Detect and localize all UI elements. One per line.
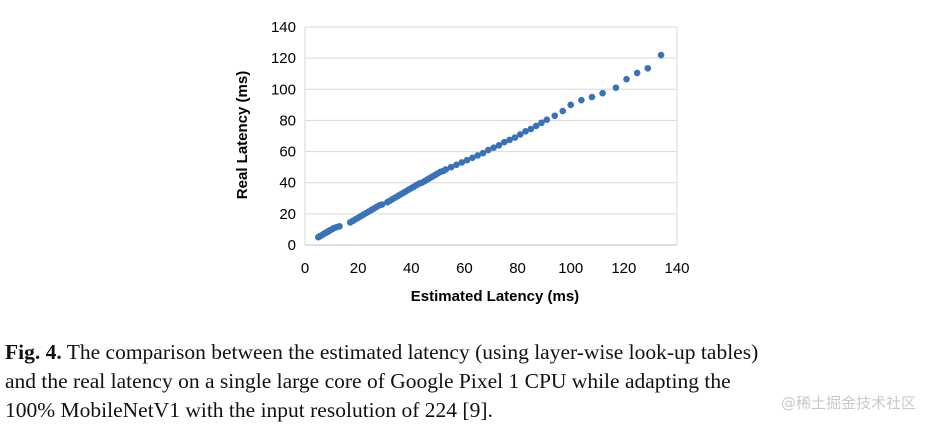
x-tick-label-1: 20 (350, 260, 367, 277)
x-tick-label-0: 0 (301, 260, 309, 277)
y-tick-label-1: 20 (279, 206, 296, 223)
data-point-53 (458, 159, 466, 166)
tick-labels: 0 20 40 60 80 100 120 140 0 20 40 60 80 100 120 140 (271, 19, 690, 277)
data-point-14 (336, 223, 343, 230)
data-point-27 (378, 201, 386, 208)
data-point-66 (527, 125, 535, 133)
data-points (314, 51, 665, 241)
caption-text-1: The comparison between the estimated lat… (61, 340, 759, 364)
figure-caption: Fig. 4. The comparison between the estim… (5, 338, 923, 425)
x-tick-label-3: 60 (456, 260, 473, 277)
data-point-68 (538, 119, 545, 127)
data-point-65 (522, 128, 529, 135)
grid-lines (305, 26, 677, 215)
data-point-74 (588, 93, 596, 101)
y-tick-label-0: 0 (288, 237, 296, 254)
y-tick-label-6: 120 (271, 50, 296, 67)
caption-line-3: 100% MobileNetV1 with the input resoluti… (5, 398, 493, 422)
y-tick-label-7: 140 (271, 19, 296, 36)
data-point-67 (532, 122, 540, 130)
data-point-55 (469, 154, 476, 162)
data-point-60 (495, 142, 503, 149)
data-point-69 (543, 116, 551, 123)
y-tick-label-4: 80 (279, 112, 296, 129)
data-point-58 (485, 146, 492, 154)
data-point-52 (453, 161, 460, 169)
data-point-51 (447, 163, 455, 171)
x-tick-label-6: 120 (611, 260, 636, 277)
data-point-62 (506, 136, 513, 144)
scatter-chart: 0 20 40 60 80 100 120 140 0 20 40 60 80 100 120 140 Est… (234, 19, 690, 305)
data-point-54 (463, 156, 471, 164)
x-tick-label-4: 80 (509, 260, 526, 277)
y-axis-title: Real Latency (ms) (234, 71, 251, 199)
data-point-61 (500, 138, 508, 146)
y-tick-label-5: 100 (271, 81, 296, 98)
x-tick-label-5: 100 (558, 260, 583, 277)
data-point-80 (657, 51, 665, 59)
caption-line-1: Fig. 4. The comparison between the estim… (5, 338, 923, 367)
x-axis-title: Estimated Latency (ms) (411, 288, 579, 305)
y-tick-label-3: 60 (279, 144, 296, 161)
data-point-57 (479, 149, 487, 157)
data-point-73 (578, 96, 585, 104)
x-tick-label-2: 40 (403, 260, 420, 277)
data-point-71 (559, 107, 567, 115)
figure-label: Fig. 4. (5, 340, 62, 364)
data-point-76 (612, 84, 620, 92)
data-point-50 (442, 166, 450, 173)
data-point-64 (516, 131, 524, 138)
data-point-70 (551, 112, 559, 120)
data-point-77 (623, 75, 630, 83)
caption-line-2: and the real latency on a single large c… (5, 369, 731, 393)
data-point-78 (633, 69, 641, 77)
watermark: @稀土掘金技术社区 (780, 394, 916, 412)
data-point-72 (567, 101, 575, 109)
axes (304, 27, 678, 246)
y-tick-label-2: 40 (279, 175, 296, 192)
data-point-75 (599, 89, 606, 97)
data-point-59 (490, 144, 497, 151)
data-point-79 (644, 64, 652, 72)
data-point-56 (474, 152, 482, 159)
data-point-63 (511, 134, 519, 141)
x-tick-label-7: 140 (664, 260, 689, 277)
